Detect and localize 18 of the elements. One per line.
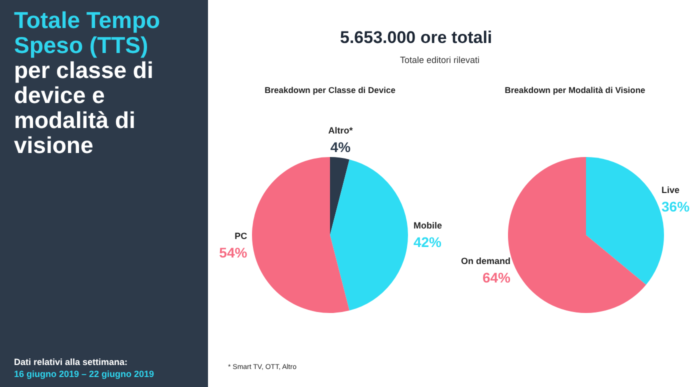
slice-label: On demand: [460, 256, 510, 266]
slice-label: Live: [662, 184, 680, 195]
slice-label: Mobile: [413, 220, 442, 230]
data-label: 42%: [413, 234, 442, 250]
data-label: 4%: [330, 139, 352, 156]
text: Dati relativi alla settimana:: [14, 357, 128, 367]
slice-label: PC: [234, 230, 248, 241]
text: 5.653.000 ore totali: [340, 28, 492, 48]
text: per classe di device e modalità di visione: [14, 57, 154, 158]
text: Totale Tempo Speso (TTS): [14, 7, 162, 58]
chart-title: Breakdown per Modalità di Visione: [504, 85, 646, 95]
text: 16 giugno 2019 – 22 giugno 2019: [14, 369, 154, 379]
data-label: 36%: [662, 198, 690, 214]
data-label: 54%: [219, 244, 248, 260]
chart-title: Breakdown per Classe di Device: [264, 85, 396, 95]
data-label: 64%: [482, 269, 512, 286]
slice-label: Altro*: [328, 126, 354, 136]
text: Totale editori rilevati: [400, 55, 480, 65]
